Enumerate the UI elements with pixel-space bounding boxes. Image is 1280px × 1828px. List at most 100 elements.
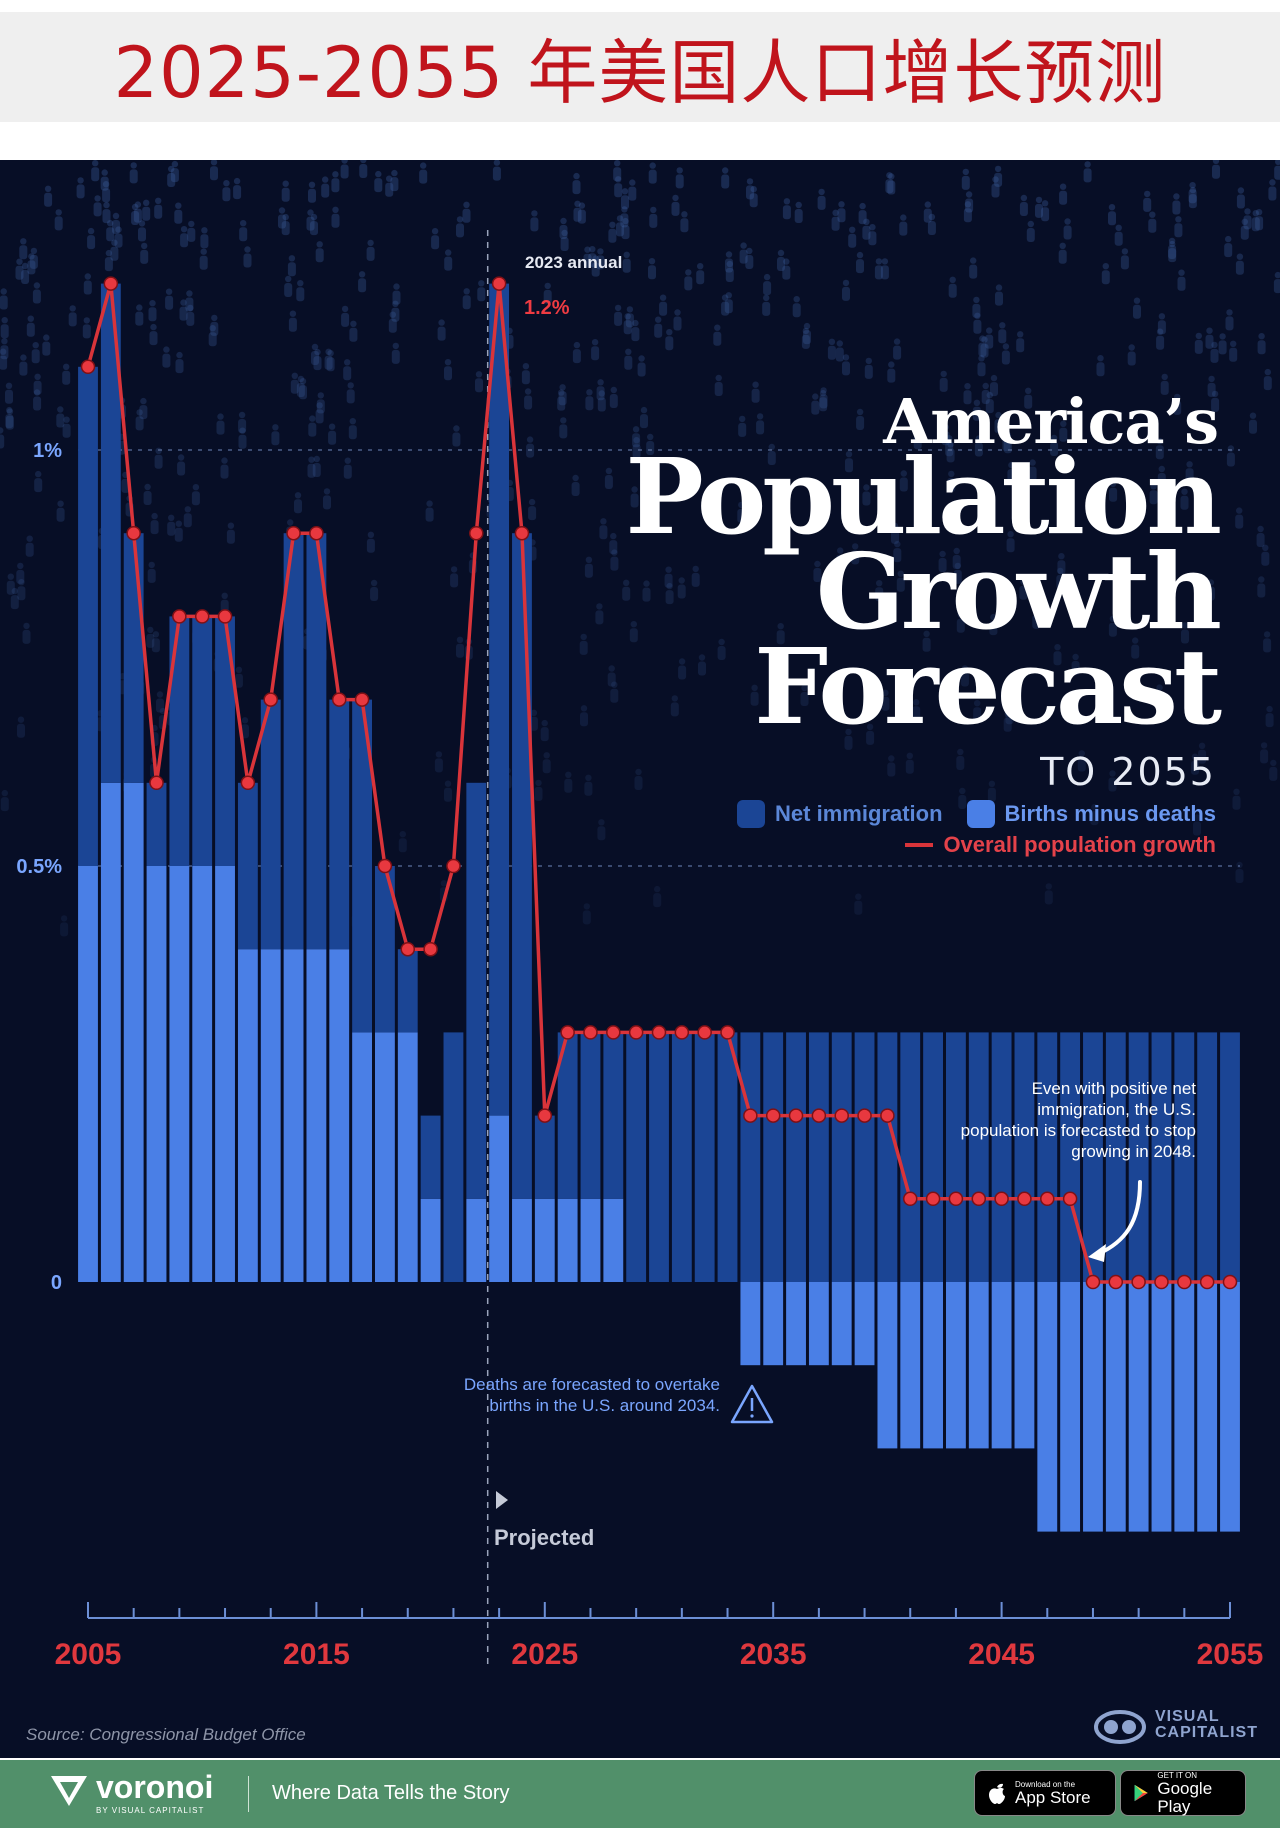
crowd-figure <box>1058 242 1067 264</box>
crowd-figure <box>529 709 538 731</box>
bar-births-minus-deaths <box>808 1282 829 1366</box>
projected-label: Projected <box>494 1525 595 1550</box>
crowd-figure <box>751 381 760 403</box>
x-tick-label: 2035 <box>740 1638 807 1671</box>
crowd-figure <box>841 498 850 520</box>
annotation-graphics <box>730 1180 1142 1424</box>
growth-point <box>1040 1191 1055 1207</box>
bar-net-immigration <box>260 699 281 950</box>
crowd-figure <box>745 247 754 269</box>
legend-swatch-net-immigration <box>737 800 766 828</box>
crowd-figure <box>835 340 844 362</box>
crowd-figure <box>956 748 965 770</box>
crowd-figure <box>328 423 337 445</box>
crowd-figure <box>961 168 970 190</box>
bar-net-immigration <box>192 616 213 866</box>
crowd-figure <box>1114 224 1123 246</box>
crowd-figure <box>577 202 586 224</box>
growth-point <box>1085 1274 1101 1290</box>
crowd-figure <box>462 201 471 223</box>
crowd-figure <box>1071 653 1080 675</box>
crowd-figure <box>278 207 286 229</box>
crowd-figure <box>817 188 826 210</box>
crowd-figure <box>1235 861 1244 883</box>
crowd-figure <box>614 304 623 326</box>
crowd-figure <box>1005 703 1014 725</box>
crowd-figure <box>721 167 730 189</box>
bar-births-minus-deaths <box>466 1198 487 1282</box>
crowd-figure <box>977 355 986 377</box>
crowd-figure <box>147 561 156 583</box>
crowd-figure <box>1191 753 1199 775</box>
crowd-figure <box>6 573 15 595</box>
bars <box>78 283 1240 1532</box>
crowd-figure <box>390 169 399 192</box>
crowd-figure <box>776 623 785 645</box>
crowd-figure <box>621 217 630 240</box>
crowd-figure <box>444 359 452 381</box>
crowd-figure <box>714 374 723 396</box>
bar-net-immigration <box>946 1032 966 1282</box>
bar-births-minus-deaths <box>146 866 167 1282</box>
bar-net-immigration <box>329 699 350 950</box>
crowd-figure <box>1035 196 1043 218</box>
crowd-figure <box>665 582 674 605</box>
crowd-figure <box>311 343 319 365</box>
crowd-figure <box>135 304 144 326</box>
crowd-figure <box>994 411 1003 434</box>
crowd-figure <box>665 329 674 351</box>
crowd-figure <box>803 322 811 345</box>
y-axis-labels: 0 0.5% 1% <box>16 440 62 1294</box>
crowd-figure <box>296 280 305 302</box>
bar-net-immigration <box>1197 1032 1218 1282</box>
crowd-figure <box>154 447 163 469</box>
chart-panel: 0 0.5% 1% 2005 2015 2025 2035 2045 2055 America… <box>0 160 1280 1758</box>
crowd-figure <box>1269 759 1278 781</box>
crowd-figure <box>922 630 931 652</box>
crowd-figure <box>1180 488 1189 510</box>
crowd-figure <box>93 195 102 217</box>
google-play-button[interactable]: GET IT ON Google Play <box>1120 1770 1246 1816</box>
bar-births-minus-deaths <box>489 1115 510 1282</box>
crowd-figure <box>1108 770 1117 792</box>
crowd-figure <box>664 566 673 588</box>
crowd-figure <box>243 246 252 268</box>
bar-net-immigration <box>831 1032 852 1282</box>
bar-births-minus-deaths <box>900 1282 921 1449</box>
crowd-figure <box>524 388 533 410</box>
voronoi-logo[interactable]: voronoi BY VISUAL CAPITALIST <box>48 1770 213 1815</box>
crowd-figure <box>521 363 530 385</box>
crowd-figure <box>678 658 687 680</box>
crowd-figure <box>0 348 8 370</box>
crowd-figure <box>222 180 231 202</box>
crowd-figure <box>893 338 902 360</box>
bar-births-minus-deaths <box>78 866 98 1282</box>
crowd-figure <box>724 292 733 314</box>
crowd-figure <box>307 456 316 478</box>
crowd-figure <box>632 426 641 448</box>
crowd-figure <box>44 185 53 207</box>
crowd-figure <box>452 425 461 447</box>
crowd-figure <box>739 242 748 264</box>
crowd-figure <box>628 179 637 201</box>
crowd-figure <box>15 258 24 280</box>
growth-point <box>743 1108 758 1123</box>
bar-net-immigration <box>283 533 304 950</box>
crowd-figure <box>1198 742 1207 764</box>
crowd-figure <box>321 176 330 198</box>
growth-point <box>103 276 119 291</box>
crowd-figure <box>762 294 771 316</box>
crowd-figure <box>858 202 867 225</box>
voronoi-name: voronoi <box>96 1769 214 1805</box>
crowd-figure <box>326 350 335 372</box>
growth-point <box>1017 1191 1032 1207</box>
crowd-figure <box>1007 461 1016 484</box>
crowd-figure <box>431 228 440 250</box>
crowd-figure <box>296 375 305 397</box>
crowd-figure <box>637 355 646 377</box>
crowd-figure <box>1226 445 1235 467</box>
crowd-figure <box>1016 331 1025 353</box>
app-store-button[interactable]: Download on the App Store <box>974 1770 1116 1816</box>
bar-net-immigration <box>557 1032 578 1199</box>
title-population: Population <box>625 435 1222 558</box>
